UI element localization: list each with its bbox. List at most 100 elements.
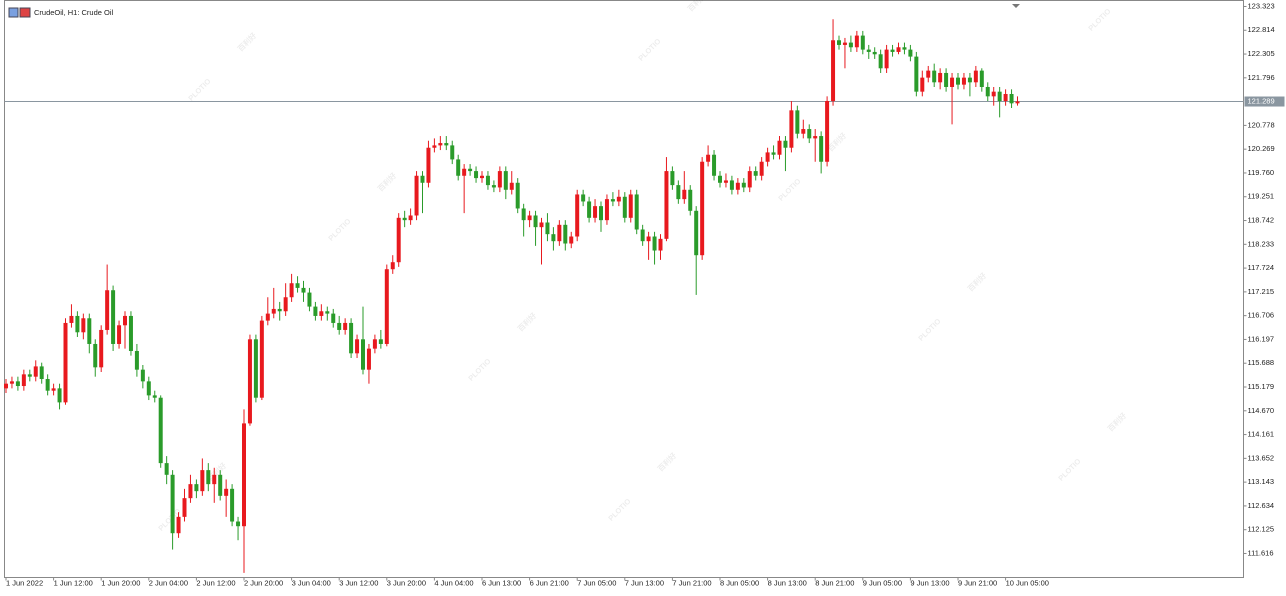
candle-body	[152, 395, 157, 398]
candle-body	[503, 171, 508, 190]
candle-body	[21, 374, 26, 387]
candle-body	[307, 292, 312, 307]
y-tick-label: 113.143	[1248, 477, 1275, 486]
y-tick-label: 112.125	[1248, 525, 1275, 534]
candle-body	[343, 322, 348, 330]
candle-body	[729, 180, 734, 190]
candle-body	[128, 315, 133, 351]
candle-body	[599, 206, 603, 221]
y-tick-label: 113.652	[1248, 453, 1275, 462]
candle-body	[361, 339, 365, 370]
x-tick-label: 7 Jun 13:00	[625, 578, 664, 587]
candle-body	[4, 383, 8, 389]
candle-body	[325, 311, 330, 314]
candle-body	[723, 180, 728, 183]
last-price-tag	[1244, 96, 1285, 107]
candle-body	[289, 283, 294, 298]
chart-title: CrudeOil, H1: Crude Oil	[34, 8, 114, 17]
candle-body	[700, 161, 705, 256]
candle-body	[277, 308, 282, 312]
candle-body	[212, 474, 217, 485]
candle-body	[420, 175, 425, 183]
candle-body	[753, 171, 758, 176]
candle-body	[819, 136, 824, 162]
x-tick-label: 6 Jun 13:00	[482, 578, 521, 587]
candle-body	[63, 322, 68, 403]
candle-body	[402, 217, 407, 221]
candle-body	[301, 287, 306, 293]
candle-body	[622, 196, 627, 218]
candle-body	[610, 199, 615, 202]
candle-body	[759, 161, 764, 176]
candle-body	[51, 388, 56, 391]
candle-body	[908, 49, 913, 57]
y-tick-label: 119.251	[1248, 192, 1275, 201]
candle-body	[920, 77, 925, 92]
candle-body	[789, 110, 794, 148]
candle-body	[337, 322, 342, 330]
y-tick-label: 121.796	[1248, 73, 1275, 82]
candle-body	[497, 171, 502, 188]
candle-body	[813, 136, 818, 139]
candle-body	[1015, 101, 1020, 104]
candle-body	[396, 217, 401, 263]
candle-body	[164, 463, 169, 475]
candle-body	[140, 369, 145, 382]
candle-body	[515, 182, 520, 209]
x-tick-label: 1 Jun 2022	[6, 578, 43, 587]
candle-body	[93, 343, 98, 368]
x-tick-label: 2 Jun 20:00	[244, 578, 283, 587]
candle-body	[848, 42, 853, 48]
candle-body	[230, 488, 235, 522]
x-tick-label: 3 Jun 04:00	[292, 578, 331, 587]
candle-body	[45, 379, 50, 391]
candle-body	[99, 329, 104, 368]
candle-body	[27, 374, 32, 377]
candle-body	[854, 35, 859, 48]
candle-body	[105, 290, 110, 330]
candle-body	[146, 381, 151, 396]
candle-body	[563, 224, 568, 244]
y-tick-label: 115.688	[1248, 358, 1275, 367]
candle-body	[997, 91, 1002, 102]
shift-marker	[1012, 4, 1020, 8]
candle-body	[795, 110, 800, 134]
candle-body	[75, 315, 80, 333]
candle-body	[539, 222, 544, 228]
y-tick-label: 112.634	[1248, 501, 1275, 510]
y-tick-label: 118.742	[1248, 216, 1275, 225]
candle-body	[872, 51, 877, 55]
y-tick-label: 115.179	[1248, 382, 1275, 391]
candle-body	[87, 318, 92, 344]
candle-body	[807, 129, 812, 139]
candle-body	[319, 311, 324, 316]
candle-body	[521, 208, 526, 221]
candle-body	[438, 143, 443, 146]
candle-body	[545, 222, 550, 235]
candle-body	[390, 262, 395, 270]
candle-body	[616, 196, 621, 202]
candle-body	[765, 152, 770, 162]
candle-body	[991, 91, 996, 97]
candle-body	[664, 171, 669, 239]
y-tick-label: 117.724	[1248, 263, 1275, 272]
candle-body	[837, 40, 841, 45]
candle-body	[111, 290, 116, 344]
candle-body	[860, 35, 865, 50]
candle-body	[378, 339, 383, 344]
candle-body	[158, 397, 163, 464]
candle-body	[194, 484, 199, 492]
candle-body	[509, 182, 514, 190]
candle-body	[640, 229, 645, 242]
x-tick-label: 9 Jun 21:00	[958, 578, 997, 587]
x-tick-label: 10 Jun 05:00	[1006, 578, 1049, 587]
candle-body	[313, 306, 318, 316]
candle-body	[604, 199, 609, 221]
candle-body	[712, 154, 717, 176]
candle-body	[15, 381, 20, 387]
candle-body	[670, 171, 675, 186]
candle-body	[372, 339, 377, 349]
y-tick-label: 122.305	[1248, 49, 1275, 58]
candle-body	[206, 470, 211, 485]
